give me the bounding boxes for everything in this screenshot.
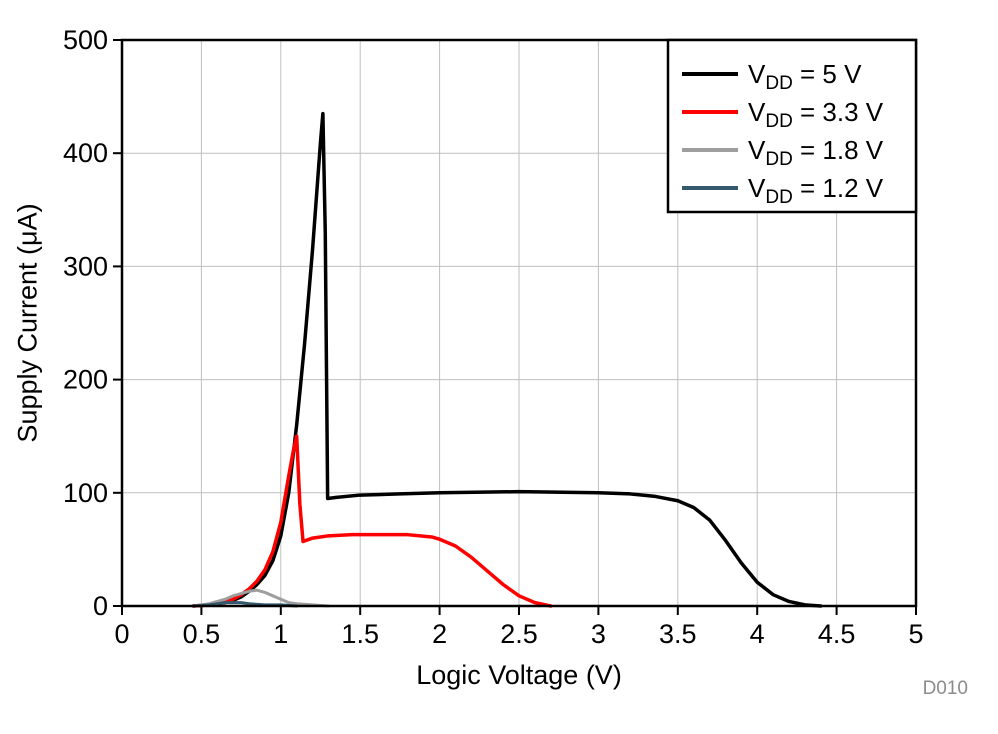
x-tick-label: 4.5 bbox=[818, 619, 856, 649]
series-line-1 bbox=[191, 434, 553, 608]
y-tick-label: 200 bbox=[63, 365, 108, 395]
x-tick-label: 0 bbox=[114, 619, 129, 649]
legend-label-1: VDD = 3.3 V bbox=[748, 97, 884, 132]
x-tick-label: 4 bbox=[750, 619, 765, 649]
y-tick-label: 0 bbox=[93, 591, 108, 621]
legend-label-2: VDD = 1.8 V bbox=[748, 135, 884, 170]
y-tick-label: 400 bbox=[63, 138, 108, 168]
x-tick-label: 3 bbox=[591, 619, 606, 649]
y-tick-label: 300 bbox=[63, 251, 108, 281]
y-tick-label: 100 bbox=[63, 478, 108, 508]
series-line-2 bbox=[191, 588, 330, 608]
x-tick-label: 1 bbox=[273, 619, 288, 649]
legend-label-3: VDD = 1.2 V bbox=[748, 173, 884, 208]
x-axis-title: Logic Voltage (V) bbox=[416, 660, 622, 690]
legend-label-0: VDD = 5 V bbox=[748, 59, 862, 94]
x-tick-label: 0.5 bbox=[183, 619, 221, 649]
x-tick-label: 2 bbox=[432, 619, 447, 649]
x-tick-label: 5 bbox=[908, 619, 923, 649]
legend-box bbox=[666, 38, 918, 214]
x-tick-label: 3.5 bbox=[659, 619, 697, 649]
x-tick-label: 2.5 bbox=[500, 619, 538, 649]
plot-border bbox=[120, 38, 918, 608]
plot-id-label: D010 bbox=[922, 678, 968, 699]
y-tick-label: 500 bbox=[63, 25, 108, 55]
y-axis-title: Supply Current (μA) bbox=[12, 203, 43, 443]
x-tick-label: 1.5 bbox=[341, 619, 379, 649]
